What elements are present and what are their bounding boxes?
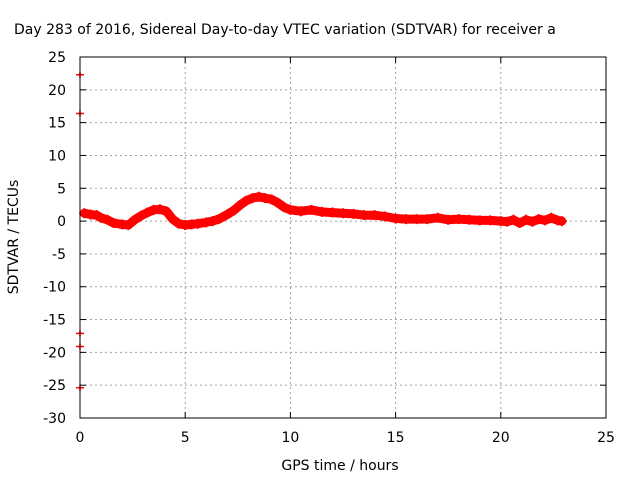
data-point bbox=[474, 215, 485, 226]
y-tick-label: 0 bbox=[57, 214, 66, 230]
data-point bbox=[201, 217, 212, 228]
data-point bbox=[142, 207, 153, 218]
data-point bbox=[285, 204, 296, 215]
grid-lines bbox=[79, 56, 607, 419]
y-tick-labels: 25 20 15 10 5 0 -5 -10 -15 -20 -25 -30 bbox=[43, 50, 66, 427]
data-point bbox=[234, 200, 245, 211]
data-point bbox=[173, 218, 184, 229]
data-point bbox=[369, 210, 380, 221]
data-point bbox=[327, 207, 338, 218]
data-point bbox=[502, 216, 513, 227]
data-point bbox=[295, 206, 306, 217]
data-point bbox=[453, 214, 464, 225]
data-point bbox=[539, 215, 550, 226]
data-point bbox=[108, 218, 119, 229]
data-point bbox=[247, 193, 258, 204]
data-point bbox=[464, 214, 475, 225]
y-tick-label: -20 bbox=[43, 345, 66, 361]
x-tick-label: 0 bbox=[76, 430, 85, 446]
data-point bbox=[123, 220, 134, 231]
data-point bbox=[380, 211, 391, 222]
y-tick-label: -10 bbox=[43, 280, 66, 296]
data-point bbox=[514, 218, 525, 229]
data-point bbox=[316, 206, 327, 217]
data-point bbox=[272, 197, 283, 208]
data-point bbox=[306, 204, 317, 215]
data-point bbox=[485, 215, 496, 226]
data-point bbox=[102, 214, 113, 225]
data-point bbox=[533, 214, 544, 225]
x-tick-label: 15 bbox=[387, 430, 405, 446]
data-point bbox=[136, 210, 147, 221]
y-axis-label: SDTVAR / TECUs bbox=[6, 180, 22, 295]
data-point bbox=[411, 214, 422, 225]
data-point bbox=[253, 191, 264, 202]
data-point bbox=[390, 213, 401, 224]
chart-title: Day 283 of 2016, Sidereal Day-to-day VTE… bbox=[14, 22, 556, 38]
y-tick-label: -15 bbox=[43, 313, 66, 329]
x-tick-label: 25 bbox=[597, 430, 615, 446]
data-point bbox=[422, 214, 433, 225]
x-axis-label: GPS time / hours bbox=[281, 458, 398, 474]
y-tick-label: -30 bbox=[43, 411, 66, 427]
data-point bbox=[279, 202, 290, 213]
data-point bbox=[222, 209, 233, 220]
y-tick-label: 25 bbox=[48, 50, 66, 66]
data-point bbox=[521, 214, 532, 225]
series-sdtvar bbox=[79, 191, 567, 231]
data-point bbox=[508, 214, 519, 225]
data-point bbox=[207, 216, 218, 227]
data-point bbox=[443, 214, 454, 225]
data-point bbox=[154, 204, 165, 215]
data-point bbox=[96, 212, 107, 223]
data-point bbox=[348, 208, 359, 219]
data-point bbox=[213, 214, 224, 225]
data-point bbox=[432, 212, 443, 223]
data-point bbox=[167, 214, 178, 225]
data-point bbox=[129, 214, 140, 225]
y-tick-label: 15 bbox=[48, 116, 66, 132]
data-point bbox=[401, 214, 412, 225]
data-point bbox=[161, 206, 172, 217]
y-tick-label: 5 bbox=[57, 181, 66, 197]
y-tick-label: 20 bbox=[48, 83, 66, 99]
plot-frame bbox=[79, 56, 607, 419]
data-point bbox=[546, 212, 557, 223]
x-tick-label: 20 bbox=[492, 430, 510, 446]
data-point bbox=[192, 218, 203, 229]
x-tick-label: 5 bbox=[181, 430, 190, 446]
data-point bbox=[79, 208, 90, 219]
data-point bbox=[359, 210, 370, 221]
y-tick-label: -25 bbox=[43, 378, 66, 394]
data-point bbox=[228, 205, 239, 216]
x-tick-labels: 0 5 10 15 20 25 bbox=[76, 430, 615, 446]
y-tick-label: 10 bbox=[48, 148, 66, 164]
data-point bbox=[338, 208, 348, 219]
data-point bbox=[260, 193, 271, 204]
data-point bbox=[241, 195, 252, 206]
data-point bbox=[266, 194, 277, 205]
data-point bbox=[556, 216, 567, 227]
x-tick-label: 10 bbox=[281, 430, 299, 446]
y-tick-label: -5 bbox=[52, 247, 66, 263]
data-point bbox=[527, 216, 538, 227]
